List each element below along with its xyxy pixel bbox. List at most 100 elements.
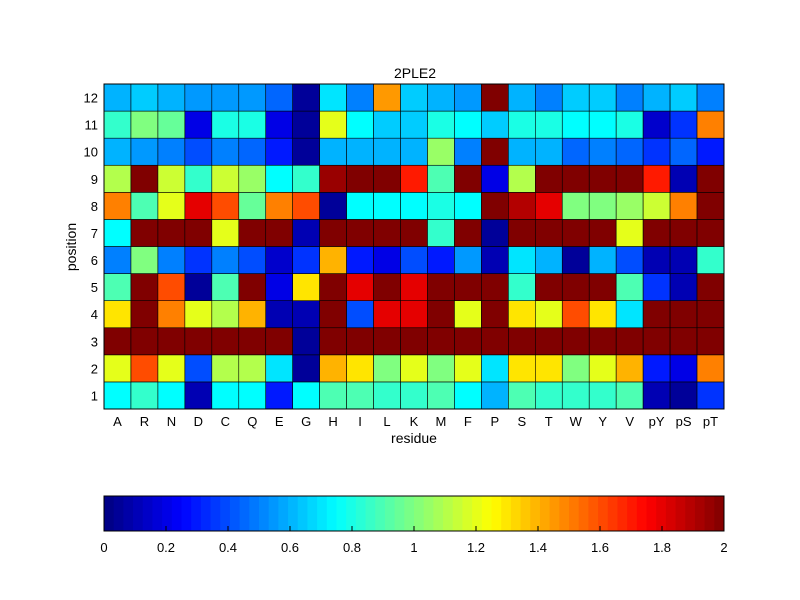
heatmap-cell <box>373 354 401 383</box>
heatmap-cell <box>373 246 401 274</box>
heatmap-cell <box>588 327 617 356</box>
colorbar-segment <box>578 496 589 531</box>
heatmap-cell <box>184 300 213 329</box>
heatmap-cell <box>400 137 428 166</box>
colorbar-segment <box>123 496 134 531</box>
heatmap-cell <box>211 300 240 329</box>
colorbar-segment <box>317 496 328 531</box>
heatmap-cell <box>373 381 401 410</box>
heatmap-cell <box>642 219 671 247</box>
heatmap-cell <box>588 83 617 112</box>
heatmap-cell <box>400 300 428 329</box>
colorbar-segment <box>249 496 260 531</box>
colorbar-tick-label: 0.2 <box>157 540 175 555</box>
heatmap-cell <box>292 219 320 247</box>
heatmap-cell <box>508 300 536 329</box>
colorbar-segment <box>636 496 647 531</box>
heatmap-frame <box>103 83 725 410</box>
colorbar-tick-label: 2 <box>720 540 727 555</box>
colorbar-tick-label: 1.2 <box>467 540 485 555</box>
heatmap-cell <box>508 164 536 193</box>
heatmap-cell <box>427 137 455 166</box>
heatmap-cell <box>561 137 590 166</box>
x-tick-label: pY <box>649 414 665 429</box>
colorbar-segment <box>549 496 560 531</box>
heatmap-cell <box>696 164 725 193</box>
heatmap-cell <box>292 192 320 220</box>
colorbar-segment <box>675 496 686 531</box>
heatmap-cell <box>238 164 267 193</box>
heatmap-cell <box>642 246 671 274</box>
x-tick-label: G <box>301 414 311 429</box>
colorbar-segment <box>346 496 357 531</box>
heatmap-cell <box>535 273 563 301</box>
heatmap-cell <box>292 381 320 410</box>
heatmap-cell <box>319 83 347 112</box>
colorbar-segment <box>607 496 618 531</box>
heatmap-cell <box>615 273 644 301</box>
heatmap-cell <box>103 110 132 139</box>
heatmap-cell <box>265 83 293 112</box>
heatmap-cell <box>400 327 428 356</box>
heatmap-cell <box>292 83 320 112</box>
y-tick-label: 6 <box>91 253 98 268</box>
heatmap-cell <box>427 354 455 383</box>
heatmap-cell <box>346 381 374 410</box>
colorbar-segment <box>481 496 492 531</box>
x-tick-label: V <box>625 414 634 429</box>
heatmap-cell <box>157 300 186 329</box>
y-tick-label: 3 <box>91 334 98 349</box>
heatmap-cell <box>211 83 240 112</box>
heatmap-cell <box>292 137 320 166</box>
heatmap-cell <box>561 246 590 274</box>
heatmap-cell <box>427 192 455 220</box>
heatmap-cell <box>696 327 725 356</box>
heatmap-cell <box>615 110 644 139</box>
heatmap-cell <box>292 110 320 139</box>
heatmap-cell <box>211 110 240 139</box>
colorbar-tick-label: 0.8 <box>343 540 361 555</box>
heatmap-cell <box>103 164 132 193</box>
y-tick-label: 9 <box>91 172 98 187</box>
heatmap-cell <box>454 110 482 139</box>
heatmap-cell <box>157 164 186 193</box>
colorbar-segment <box>462 496 473 531</box>
heatmap-cell <box>535 219 563 247</box>
heatmap-cell <box>535 110 563 139</box>
heatmap-cell <box>130 137 159 166</box>
x-tick-label: P <box>491 414 500 429</box>
heatmap-cell <box>157 381 186 410</box>
heatmap-cell <box>588 110 617 139</box>
heatmap-cell <box>346 192 374 220</box>
x-tick-label: K <box>410 414 419 429</box>
heatmap-cell <box>561 300 590 329</box>
heatmap-cell <box>588 219 617 247</box>
heatmap-cell <box>184 381 213 410</box>
heatmap-cell <box>292 273 320 301</box>
heatmap-cell <box>669 83 698 112</box>
heatmap-cell <box>238 110 267 139</box>
heatmap-cell <box>346 137 374 166</box>
heatmap-cell <box>508 137 536 166</box>
colorbar-segment <box>104 496 115 531</box>
heatmap-cell <box>669 273 698 301</box>
y-tick-label: 4 <box>91 307 98 322</box>
heatmap-cell <box>427 381 455 410</box>
heatmap-cell <box>669 137 698 166</box>
x-tick-label: F <box>464 414 472 429</box>
heatmap-cell <box>265 164 293 193</box>
heatmap-cell <box>157 83 186 112</box>
colorbar-segment <box>229 496 241 531</box>
heatmap-cell <box>157 219 186 247</box>
heatmap-cell <box>265 219 293 247</box>
heatmap-cell <box>481 192 509 220</box>
colorbar-segment <box>627 496 638 531</box>
colorbar-segment <box>355 496 367 531</box>
colorbar-segment <box>491 496 502 531</box>
x-tick-label: pS <box>676 414 692 429</box>
heatmap-cell <box>346 300 374 329</box>
heatmap-cell <box>238 354 267 383</box>
heatmap-cell <box>427 273 455 301</box>
heatmap-cell <box>319 246 347 274</box>
